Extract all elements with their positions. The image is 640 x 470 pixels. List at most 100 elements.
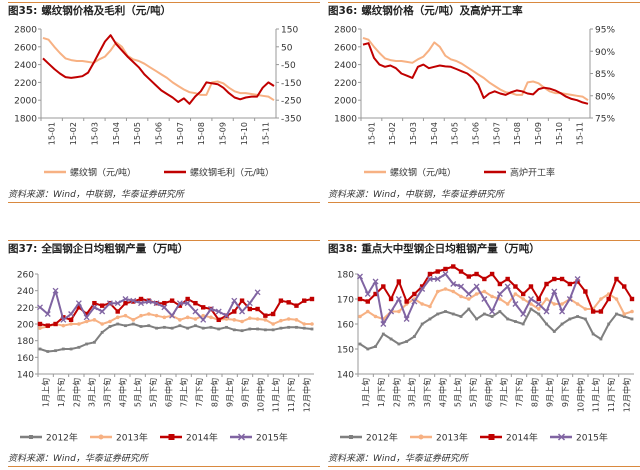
x-tick-label: 5月下旬	[148, 378, 158, 407]
data-point	[279, 318, 283, 323]
legend-label: 2014年	[186, 432, 218, 444]
data-point	[302, 298, 307, 303]
data-point	[123, 300, 128, 306]
data-point	[247, 306, 253, 312]
data-point	[451, 289, 456, 294]
data-point	[231, 297, 238, 304]
data-point	[489, 308, 496, 315]
data-point	[536, 296, 541, 302]
data-point	[467, 307, 471, 311]
data-point	[544, 297, 549, 301]
data-point	[54, 349, 57, 353]
data-point	[223, 312, 230, 319]
data-point	[271, 328, 275, 332]
legend-label: 2015年	[256, 432, 288, 444]
data-point	[215, 308, 222, 315]
x-tick-label: 11月下旬	[286, 378, 296, 412]
data-point	[294, 303, 299, 308]
data-point	[435, 289, 440, 294]
data-point	[481, 296, 488, 302]
data-point	[606, 296, 611, 302]
x-tick-label: 9月下旬	[560, 378, 570, 407]
data-point	[186, 326, 190, 330]
data-point	[505, 276, 510, 282]
legend-label: 螺纹钢毛利（元/吨）	[190, 167, 274, 179]
legend-label: 2013年	[116, 432, 148, 444]
data-point	[131, 318, 136, 322]
legend-marker	[98, 434, 104, 440]
x-tick-label: 1月上旬	[361, 378, 371, 407]
y-right-tick-label: 95%	[595, 26, 615, 36]
x-tick-label: 3月上旬	[87, 378, 97, 407]
x-tick-label: 15-08	[513, 122, 522, 145]
data-point	[381, 284, 386, 289]
data-point	[614, 276, 619, 282]
data-point	[528, 296, 534, 302]
data-point	[302, 322, 307, 326]
series-line-1	[362, 42, 589, 105]
data-point	[122, 296, 129, 302]
data-point	[536, 307, 541, 311]
data-point	[155, 326, 158, 330]
y-tick-label: 180	[337, 271, 354, 281]
data-point	[482, 289, 487, 294]
data-point	[170, 326, 174, 330]
data-point	[255, 317, 260, 321]
data-point	[169, 298, 175, 303]
y-right-tick-label: -250	[281, 97, 302, 107]
data-point	[497, 281, 503, 287]
data-point	[256, 327, 259, 331]
data-point	[543, 308, 550, 315]
data-point	[232, 328, 236, 332]
data-point	[239, 308, 246, 315]
data-point	[138, 300, 144, 307]
data-point	[224, 317, 229, 321]
y-tick-label: 2200	[14, 79, 37, 89]
data-point	[358, 314, 362, 319]
chart-source: 资料来源：Wind，华泰证券研究所	[328, 452, 640, 467]
x-tick-label: 7月上旬	[179, 378, 189, 407]
data-point	[482, 276, 487, 282]
data-point	[364, 291, 371, 297]
data-point	[287, 325, 291, 329]
series-line-1	[42, 34, 275, 105]
chart-title: 图36: 螺纹钢价格（元/吨）及高炉开工率	[328, 2, 640, 20]
data-point	[615, 312, 618, 316]
data-point	[60, 316, 67, 323]
data-point	[108, 319, 112, 324]
data-point	[537, 312, 541, 316]
x-tick-label: 12月中旬	[301, 378, 311, 412]
data-point	[622, 312, 627, 316]
data-point	[420, 322, 424, 326]
data-point	[131, 322, 135, 326]
x-tick-label: 4月中旬	[437, 378, 447, 407]
data-point	[61, 323, 66, 328]
data-point	[473, 283, 480, 290]
y-tick-label: 160	[17, 354, 34, 364]
data-point	[629, 296, 635, 302]
x-tick-label: 15-03	[409, 122, 418, 145]
data-point	[552, 276, 557, 282]
y-right-tick-label: 75%	[595, 115, 615, 125]
data-point	[161, 304, 168, 311]
data-point	[576, 315, 579, 318]
legend-label: 2014年	[506, 432, 538, 444]
data-point	[583, 289, 588, 294]
data-point	[75, 300, 82, 307]
x-tick-label: 15-01	[367, 122, 376, 145]
data-point	[607, 322, 611, 326]
y-tick-label: 2200	[334, 79, 357, 89]
data-point	[583, 307, 588, 311]
data-point	[521, 322, 525, 326]
data-point	[263, 328, 267, 332]
data-point	[381, 332, 385, 336]
data-point	[270, 311, 276, 317]
data-point	[240, 329, 244, 333]
x-tick-label: 2月中旬	[391, 378, 401, 407]
series-line-0	[359, 308, 633, 350]
x-tick-label: 15-02	[69, 122, 78, 145]
data-point	[590, 309, 596, 314]
chart-title: 图38: 重点大中型钢企日均粗钢产量（万吨）	[328, 240, 640, 258]
data-point	[591, 332, 595, 336]
data-point	[209, 315, 213, 320]
